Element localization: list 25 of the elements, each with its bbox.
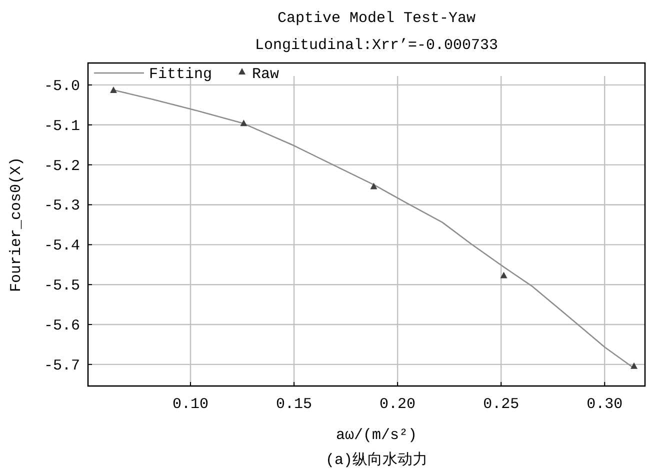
y-axis-title: Fourier_cos0(X)	[8, 156, 25, 292]
y-tick-label: -5.6	[44, 318, 80, 335]
x-tick-label: 0.30	[586, 396, 623, 413]
y-tick-label: -5.2	[44, 158, 80, 175]
chart-title: Captive Model Test-Yaw	[277, 10, 476, 27]
x-tick-label: 0.10	[172, 396, 209, 413]
y-tick-label: -5.5	[44, 278, 80, 295]
y-tick-label: -5.3	[44, 198, 80, 215]
y-tick-label: -5.1	[44, 118, 80, 135]
point	[370, 182, 378, 190]
y-tick-label: -5.4	[44, 238, 80, 255]
x-tick-label: 0.25	[483, 396, 520, 413]
text: (a)纵向水动力	[325, 451, 428, 469]
point	[240, 120, 248, 126]
point	[630, 362, 638, 369]
y-tick-label: -5.0	[44, 78, 80, 95]
x-tick-label: 0.20	[380, 396, 416, 413]
x-axis-title: aω/(m/s²)	[336, 427, 418, 444]
point	[110, 86, 117, 94]
x-tick-label: 0.15	[276, 396, 312, 413]
point	[500, 272, 508, 278]
legend-label: Fitting	[149, 66, 212, 83]
y-tick-label: -5.7	[44, 357, 80, 374]
chart-subtitle: Longitudinal:Xrr’=-0.000733	[254, 37, 498, 54]
legend-label: Raw	[252, 66, 280, 83]
